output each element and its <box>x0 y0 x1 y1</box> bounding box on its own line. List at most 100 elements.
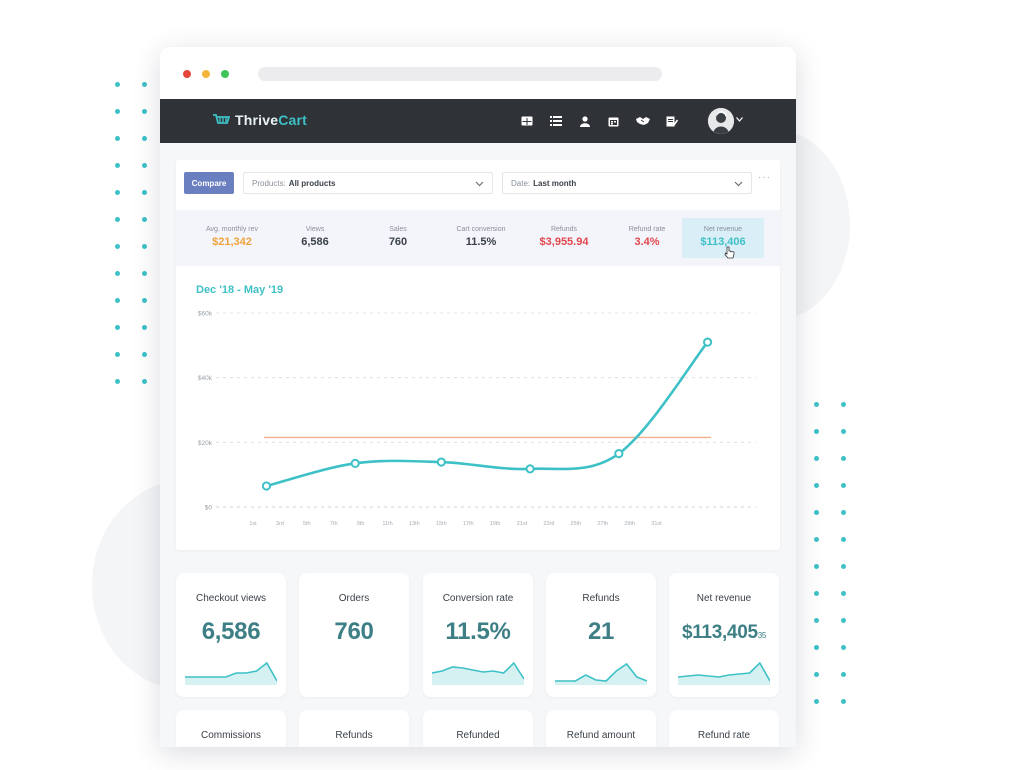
decorative-dot <box>841 483 846 488</box>
sparkline-line <box>678 661 770 682</box>
sparkline <box>185 661 277 685</box>
documents-icon[interactable] <box>663 113 680 129</box>
products-filter-label: Products: <box>252 178 286 188</box>
chevron-down-icon[interactable] <box>736 117 743 122</box>
x-tick-label: 19th <box>490 521 501 527</box>
metric-card-refund-rate[interactable]: Refund rate <box>669 710 779 747</box>
decorative-dots-left <box>115 82 147 384</box>
decorative-dot <box>142 163 147 168</box>
x-tick-label: 9th <box>357 521 365 527</box>
decorative-dot <box>115 298 120 303</box>
sparkline <box>678 661 770 685</box>
decorative-dot <box>814 699 819 704</box>
calendar-icon[interactable] <box>605 113 622 129</box>
data-point[interactable] <box>525 464 535 474</box>
decorative-dot <box>115 244 120 249</box>
metric-card-title: Refunds <box>335 730 373 741</box>
close-window-dot[interactable] <box>183 70 191 78</box>
decorative-dot <box>841 429 846 434</box>
metric-card-value-text: 21 <box>587 618 615 645</box>
sparkline-line <box>432 661 524 680</box>
decorative-dot <box>115 82 120 87</box>
decorative-dot <box>841 672 846 677</box>
decorative-dot <box>841 645 846 650</box>
decorative-dot <box>142 298 147 303</box>
list-icon[interactable] <box>547 113 564 129</box>
user-icon[interactable] <box>576 113 593 129</box>
sparkline-area <box>678 663 770 685</box>
data-point[interactable] <box>261 481 272 491</box>
x-tick-label: 17th <box>463 521 474 527</box>
metric-card-checkout-views[interactable]: Checkout views 6,586 <box>176 573 286 697</box>
minimize-window-dot[interactable] <box>202 70 210 78</box>
cart-logo-icon <box>213 114 230 124</box>
avatar[interactable] <box>708 108 734 134</box>
metric-card-title: Refund rate <box>697 730 751 741</box>
data-point[interactable] <box>703 337 713 347</box>
metric-card-refunded[interactable]: Refunded <box>423 710 533 747</box>
decorative-dot <box>142 325 147 330</box>
metric-card-title: Orders <box>338 593 370 604</box>
products-filter-select[interactable]: Products: All products <box>243 172 493 194</box>
metric-card-orders[interactable]: Orders 760 <box>299 573 409 697</box>
chevron-down-icon <box>734 181 743 187</box>
stat-views[interactable]: Views 6,586 <box>274 218 356 258</box>
decorative-dot <box>814 483 819 488</box>
x-tick-label: 21st <box>517 521 528 527</box>
sparkline <box>432 661 524 685</box>
data-point[interactable] <box>436 457 446 467</box>
handshake-icon[interactable] <box>634 113 651 129</box>
stat-sales[interactable]: Sales 760 <box>357 218 439 258</box>
header-nav <box>518 113 680 129</box>
stat-avg-monthly-rev[interactable]: Avg. monthly rev $21,342 <box>191 218 273 258</box>
metric-card-value-text: 760 <box>334 618 374 645</box>
metric-card-value: $113,40535 <box>669 622 779 644</box>
sparkline <box>555 662 647 685</box>
date-filter-select[interactable]: Date: Last month <box>502 172 752 194</box>
stat-refund-rate[interactable]: Refund rate 3.4% <box>606 218 688 258</box>
decorative-dot <box>814 537 819 542</box>
decorative-dot <box>115 190 120 195</box>
date-filter-label: Date: <box>511 178 531 188</box>
x-tick-label: 13th <box>409 521 420 527</box>
maximize-window-dot[interactable] <box>221 70 229 78</box>
decorative-dot <box>814 591 819 596</box>
stat-cart-conversion[interactable]: Cart conversion 11.5% <box>440 218 522 258</box>
revenue-line-chart: $60k $40k $20k $0 1st 3rd 5th 7th 9th 11th 13th 15t… <box>198 311 756 527</box>
stat-refunds[interactable]: Refunds $3,955.94 <box>523 218 605 258</box>
x-tick-label: 3rd <box>276 521 284 527</box>
metric-card-conversion-rate[interactable]: Conversion rate 11.5% <box>423 573 533 697</box>
metric-card-refunds[interactable]: Refunds 21 <box>546 573 656 697</box>
decorative-dot <box>115 109 120 114</box>
decorative-dot <box>841 618 846 623</box>
metric-card-refund-amount[interactable]: Refund amount <box>546 710 656 747</box>
decorative-dot <box>142 271 147 276</box>
y-tick-label: $0 <box>205 505 213 512</box>
compare-button[interactable]: Compare <box>184 172 234 194</box>
decorative-dot <box>142 82 147 87</box>
more-options-icon[interactable]: ··· <box>758 172 771 183</box>
dashboard-icon[interactable] <box>518 113 535 129</box>
x-tick-label: 11th <box>382 521 392 527</box>
decorative-dot <box>115 325 120 330</box>
metric-card-net-revenue[interactable]: Net revenue $113,40535 <box>669 573 779 697</box>
x-tick-label: 29th <box>624 521 635 527</box>
stat-label: Cart conversion <box>456 226 506 233</box>
summary-stats-bar: Net revenue $113,406 Refund rate 3.4% Refund… <box>176 210 780 266</box>
address-bar[interactable] <box>258 67 662 81</box>
x-tick-label: 15th <box>436 521 447 527</box>
stat-net-revenue[interactable]: Net revenue $113,406 <box>682 218 764 258</box>
data-point[interactable] <box>350 458 360 468</box>
thrivecart-logo[interactable]: ThriveCart <box>212 112 307 128</box>
decorative-dot <box>841 564 846 569</box>
stat-label: Net revenue <box>703 226 743 233</box>
sparkline-area <box>555 664 647 685</box>
x-tick-label: 27th <box>597 521 608 527</box>
metric-card-commissions[interactable]: Commissions <box>176 710 286 747</box>
browser-titlebar <box>160 47 796 99</box>
decorative-dot <box>841 591 846 596</box>
decorative-dot <box>142 136 147 141</box>
metric-card-refunds[interactable]: Refunds <box>299 710 409 747</box>
decorative-dot <box>841 402 846 407</box>
data-point[interactable] <box>614 449 624 459</box>
